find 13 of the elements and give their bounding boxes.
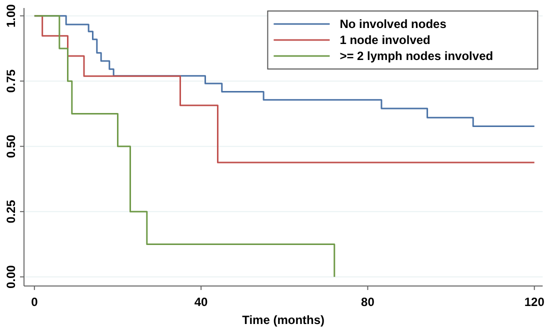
y-tick-label: 0.75 bbox=[4, 69, 18, 93]
y-tick-label: 0.00 bbox=[4, 264, 18, 289]
x-tick-label: 40 bbox=[194, 295, 208, 309]
y-tick-label: 1.00 bbox=[4, 4, 18, 28]
legend-label: No involved nodes bbox=[340, 17, 447, 31]
x-axis-title: Time (months) bbox=[242, 313, 325, 327]
y-tick-label: 0.50 bbox=[4, 134, 18, 158]
legend-label: >= 2 lymph nodes involved bbox=[340, 49, 494, 63]
legend-label: 1 node involved bbox=[340, 33, 430, 47]
x-tick-label: 80 bbox=[361, 295, 375, 309]
x-tick-label: 0 bbox=[31, 295, 38, 309]
y-tick-label: 0.25 bbox=[4, 200, 18, 224]
x-tick-label: 120 bbox=[524, 295, 545, 309]
